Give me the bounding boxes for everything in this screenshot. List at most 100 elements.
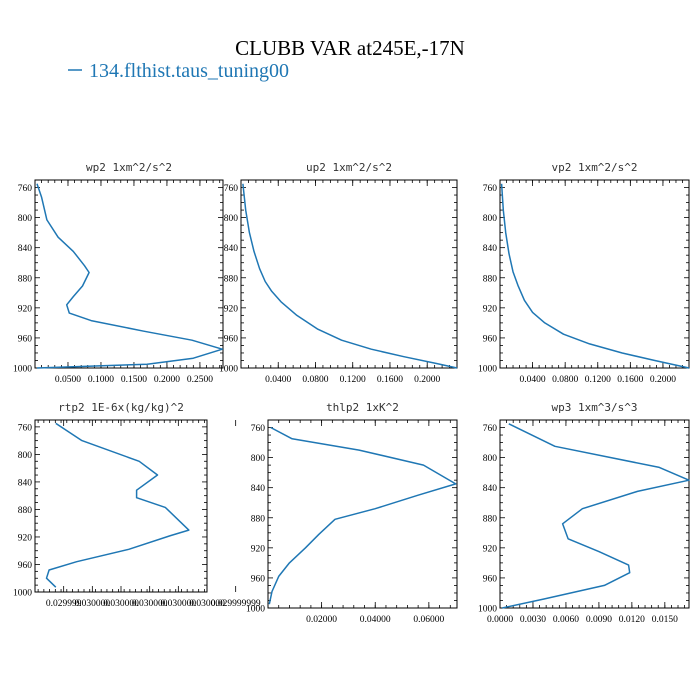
panel-grid: wp2 1xm^2/s^2 760 800 840 880 920 960 1000 0.050… — [13, 161, 690, 625]
x-tick-label: 0.06000 — [413, 615, 444, 625]
y-tick-label: 960 — [251, 574, 266, 584]
y-tick-label: 760 — [251, 424, 266, 434]
x-tick-label: 0.030000 — [189, 599, 225, 609]
y-tick-label: 960 — [18, 561, 33, 571]
series-line — [36, 183, 224, 369]
x-tick-label: 0.0060 — [553, 615, 579, 625]
y-tick-label: 1000 — [219, 365, 238, 375]
y-tick-label: 800 — [224, 214, 239, 224]
panel-3: vp2 1xm^2/s^2 760 800 840 880 920 960 1000 0.040… — [478, 161, 690, 385]
x-tick-label: 0.1000 — [88, 375, 114, 385]
plot-frame — [499, 179, 690, 369]
y-tick-label: 800 — [18, 214, 33, 224]
x-tick-label: 0.1500 — [121, 375, 147, 385]
y-tick-label: 840 — [251, 484, 266, 494]
panel-title: vp2 1xm^2/s^2 — [551, 161, 637, 174]
x-tick-label: 0.0120 — [619, 615, 645, 625]
panel-title: wp3 1xm^3/s^3 — [551, 401, 637, 414]
y-tick-label: 920 — [483, 304, 498, 314]
y-tick-label: 960 — [483, 574, 498, 584]
panel-6: wp3 1xm^3/s^3 760 800 840 880 920 960 10000.000… — [478, 401, 690, 625]
y-tick-label: 840 — [18, 478, 33, 488]
x-tick-label: 0.0030 — [520, 615, 546, 625]
y-tick-label: 800 — [18, 451, 33, 461]
panel-5: thlp2 1xK^2 760 800 840 880 920 960 1000 0.02000… — [246, 401, 458, 625]
panel-4: rtp2 1E-6x(kg/kg)^2 760 800 840 880 920 960 100… — [13, 401, 261, 609]
y-tick-label: 960 — [18, 334, 33, 344]
y-tick-label: 920 — [483, 544, 498, 554]
plot-frame — [499, 419, 690, 609]
y-tick-label: 960 — [224, 334, 239, 344]
panel-title: wp2 1xm^2/s^2 — [86, 161, 172, 174]
y-tick-label: 1000 — [13, 365, 32, 375]
series-line — [242, 183, 458, 369]
y-tick-label: 760 — [224, 184, 239, 194]
legend-label: 134.flthist.taus_tuning00 — [89, 60, 289, 82]
x-tick-label: 0.0400 — [265, 375, 291, 385]
y-tick-label: 1000 — [13, 589, 32, 599]
y-tick-label: 920 — [251, 544, 266, 554]
y-tick-label: 880 — [483, 274, 498, 284]
x-tick-label: 0.1200 — [585, 375, 611, 385]
y-tick-label: 920 — [18, 533, 33, 543]
y-tick-label: 880 — [18, 506, 33, 516]
y-tick-label: 760 — [483, 184, 498, 194]
x-tick-label: 0.030000 — [132, 599, 168, 609]
y-tick-label: 1000 — [246, 605, 265, 615]
x-tick-label: 0.0150 — [652, 615, 678, 625]
x-tick-label: 0.1600 — [377, 375, 403, 385]
panel-1: wp2 1xm^2/s^2 760 800 840 880 920 960 1000 0.050… — [13, 161, 224, 385]
plot-frame — [240, 179, 458, 369]
panel-title: thlp2 1xK^2 — [326, 401, 399, 414]
x-tick-label: 0.2500 — [187, 375, 213, 385]
series-line — [268, 426, 457, 605]
x-tick-label: 0.030000 — [75, 599, 111, 609]
y-tick-label: 760 — [18, 423, 33, 433]
series-line — [45, 422, 190, 588]
series-line — [502, 423, 690, 609]
y-tick-label: 800 — [251, 454, 266, 464]
x-tick-label: 0.0800 — [302, 375, 328, 385]
y-tick-label: 880 — [483, 514, 498, 524]
x-tick-label: 0.02000 — [306, 615, 337, 625]
series-line — [500, 183, 690, 369]
panel-title: rtp2 1E-6x(kg/kg)^2 — [58, 401, 184, 414]
y-tick-label: 760 — [18, 184, 33, 194]
x-tick-label: 0.0090 — [586, 615, 612, 625]
x-tick-label: 0.2000 — [154, 375, 180, 385]
x-tick-label: 0.029999 — [46, 599, 82, 609]
figure-title: CLUBB VAR at245E,-17N — [235, 36, 465, 60]
x-tick-label: 0.030000 — [161, 599, 197, 609]
x-tick-label: 0.1600 — [617, 375, 643, 385]
y-tick-label: 920 — [18, 304, 33, 314]
y-tick-label: 800 — [483, 454, 498, 464]
x-tick-label: 0.030000 — [103, 599, 139, 609]
x-tick-label: 0.0000 — [487, 615, 513, 625]
panel-2: up2 1xm^2/s^2 760 800 840 880 920 960 1000 0.040… — [219, 161, 458, 385]
x-tick-label: 0.2000 — [650, 375, 676, 385]
panel-title: up2 1xm^2/s^2 — [306, 161, 392, 174]
y-tick-label: 1000 — [478, 365, 497, 375]
y-tick-label: 880 — [224, 274, 239, 284]
plot-frame — [267, 419, 458, 609]
y-tick-label: 960 — [483, 334, 498, 344]
y-tick-label: 920 — [224, 304, 239, 314]
y-tick-label: 800 — [483, 214, 498, 224]
y-tick-label: 840 — [224, 244, 239, 254]
x-tick-label: 0.0800 — [552, 375, 578, 385]
y-tick-label: 760 — [483, 424, 498, 434]
y-tick-label: 880 — [251, 514, 266, 524]
x-tick-label: 0.1200 — [340, 375, 366, 385]
y-tick-label: 880 — [18, 274, 33, 284]
x-tick-label: 0.0500 — [55, 375, 81, 385]
y-tick-label: 840 — [483, 484, 498, 494]
y-tick-label: 840 — [18, 244, 33, 254]
plot-frame — [34, 179, 224, 369]
x-tick-label: 0.029999999 — [211, 599, 261, 609]
y-tick-label: 1000 — [478, 605, 497, 615]
y-tick-label: 840 — [483, 244, 498, 254]
x-tick-label: 0.04000 — [360, 615, 391, 625]
x-tick-label: 0.2000 — [414, 375, 440, 385]
x-tick-label: 0.0400 — [520, 375, 546, 385]
